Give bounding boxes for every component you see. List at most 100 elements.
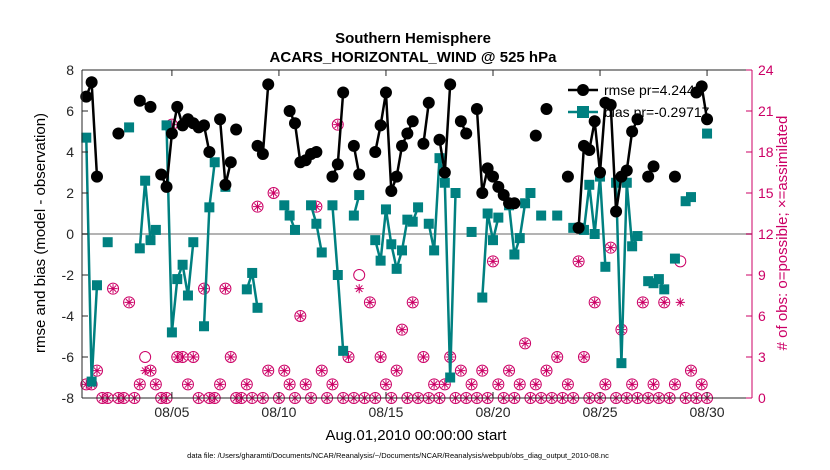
bias-point [209, 157, 220, 168]
rmse-point [701, 113, 714, 126]
rmse-point [460, 127, 473, 140]
rmse-point [604, 98, 617, 111]
rmse-point [337, 86, 350, 99]
bias-point [177, 259, 188, 270]
bias-point [380, 204, 391, 215]
rmse-point [310, 146, 323, 158]
obs-assimilated-marker [531, 379, 541, 389]
obs-assimilated-marker [670, 379, 680, 389]
obs-possible-marker [187, 351, 200, 363]
bias-point [370, 235, 381, 246]
bias-point [520, 198, 531, 209]
bias-point [284, 210, 295, 221]
rmse-point [454, 115, 467, 128]
bias-point [182, 290, 193, 301]
obs-possible-marker [107, 282, 120, 295]
y-left-tick-label: -8 [62, 390, 75, 406]
y-right-tick-label: 3 [758, 349, 766, 365]
bias-point [145, 235, 156, 246]
rmse-point [620, 164, 633, 177]
rmse-point [594, 166, 607, 179]
obs-assimilated-marker [579, 352, 589, 362]
obs-assimilated-marker [295, 311, 305, 321]
obs-assimilated-marker [397, 325, 407, 335]
obs-assimilated-marker [279, 366, 289, 376]
bias-point [482, 208, 493, 219]
obs-possible-marker [363, 296, 376, 309]
obs-possible-marker [476, 364, 489, 377]
bias-point [643, 276, 654, 287]
obs-possible-marker [486, 255, 499, 268]
rmse-point [583, 143, 596, 156]
obs-assimilated-marker [429, 379, 439, 389]
rmse-point [385, 184, 398, 197]
bias-point [423, 218, 434, 229]
bias-point [289, 224, 300, 235]
obs-possible-marker [668, 378, 681, 391]
obs-possible-marker [342, 351, 355, 363]
rmse-point [529, 129, 542, 142]
rmse-point [401, 127, 414, 140]
obs-possible-marker [465, 378, 478, 391]
obs-assimilated-marker [456, 366, 466, 376]
bias-point [247, 267, 258, 278]
bias-point [166, 327, 177, 338]
obs-assimilated-marker [515, 379, 525, 389]
obs-possible-marker [278, 364, 291, 377]
bias-point [306, 200, 317, 211]
obs-possible-marker [315, 364, 328, 377]
bias-point [241, 284, 252, 295]
obs-assimilated-marker [638, 297, 648, 307]
obs-possible-marker [636, 296, 649, 309]
bias-point [413, 202, 424, 213]
obs-assimilated-marker [408, 297, 418, 307]
obs-assimilated-marker [301, 379, 311, 389]
obs-possible-marker [374, 351, 387, 363]
bias-point [332, 270, 343, 280]
obs-assimilated-marker [327, 379, 338, 389]
legend-bias-marker [577, 106, 589, 118]
x-tick-label: 08/05 [154, 404, 189, 420]
y-right-tick-label: 15 [758, 185, 774, 201]
obs-possible-marker [540, 364, 553, 377]
obs-assimilated-marker [183, 379, 193, 389]
bias-point [680, 196, 691, 207]
obs-assimilated-marker [151, 379, 161, 389]
bias-point [204, 202, 215, 213]
obs-assimilated-marker [600, 379, 610, 389]
obs-assimilated-marker [697, 379, 707, 389]
rmse-point [390, 170, 403, 183]
series-lines [80, 76, 714, 387]
obs-possible-marker [519, 337, 532, 350]
obs-possible-marker [181, 378, 194, 391]
y-axis-label-right: # of obs: o=possible; ×=assimilated [774, 116, 791, 351]
obs-assimilated-marker [178, 352, 188, 362]
bias-point [199, 321, 210, 332]
obs-assimilated-marker [606, 243, 616, 253]
rmse-point [631, 113, 644, 126]
rmse-point [288, 117, 301, 130]
bias-point [487, 235, 498, 246]
obs-assimilated-marker [659, 297, 669, 307]
obs-assimilated-marker [488, 256, 498, 266]
bias-point [477, 292, 488, 303]
rmse-point [283, 105, 296, 117]
bias-point [327, 200, 338, 211]
bias-point [466, 226, 477, 237]
obs-assimilated-marker [648, 379, 659, 389]
obs-possible-marker [379, 378, 392, 391]
obs-possible-marker [695, 378, 708, 391]
obs-possible-marker [219, 282, 232, 295]
rmse-point [165, 127, 178, 140]
bias-line [165, 125, 195, 333]
obs-assimilated-marker [392, 366, 402, 376]
rmse-point [353, 168, 366, 181]
bias-point [348, 210, 359, 221]
obs-possible-marker [396, 323, 409, 336]
obs-possible-marker [283, 378, 296, 391]
y-left-tick-label: 2 [66, 185, 74, 201]
bias-point [648, 278, 659, 289]
obs-possible-marker [224, 351, 237, 363]
rmse-point [326, 170, 339, 183]
obs-assimilated-marker [167, 120, 177, 130]
